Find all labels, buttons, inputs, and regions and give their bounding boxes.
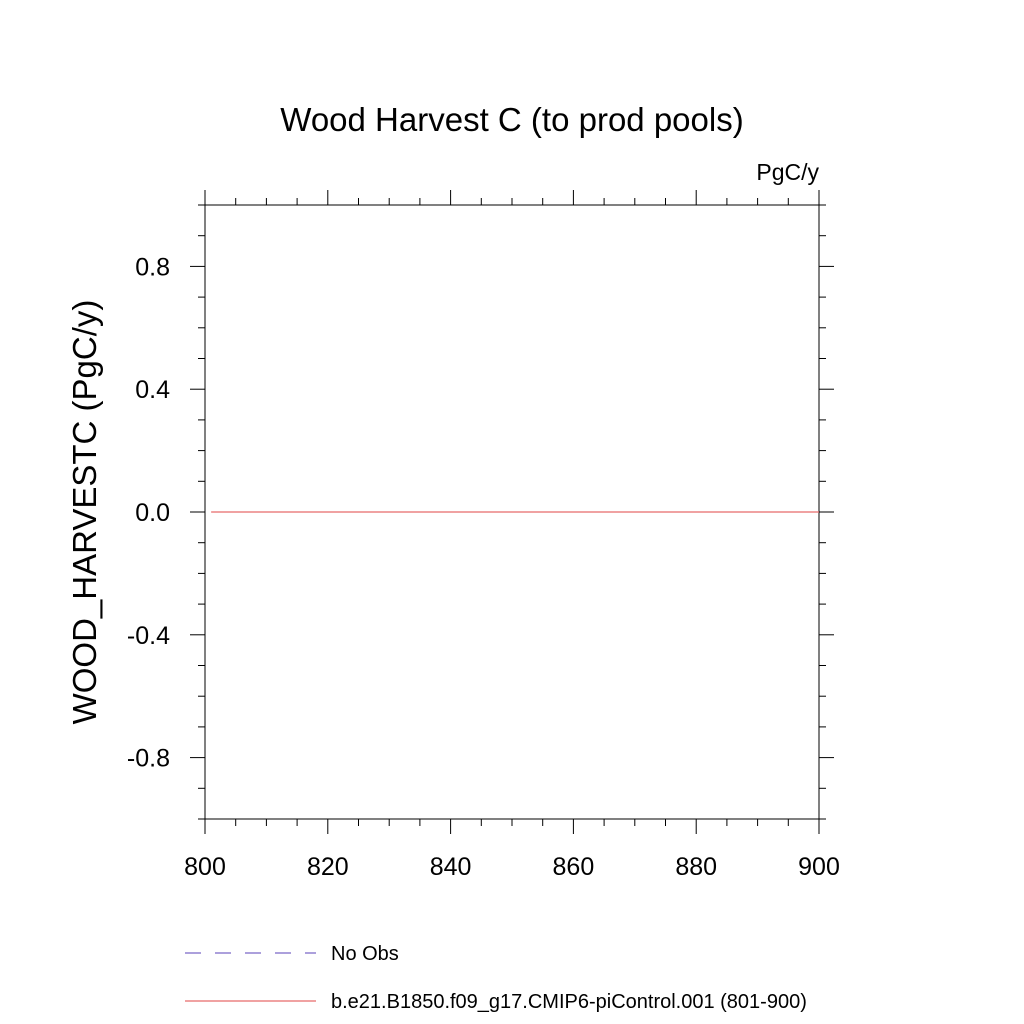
x-tick-label: 900 <box>798 853 840 881</box>
x-tick-label: 840 <box>430 853 472 881</box>
y-tick-label: -0.8 <box>127 745 170 773</box>
y-tick-label: 0.0 <box>135 499 170 527</box>
legend-label-0: No Obs <box>331 943 399 965</box>
y-axis-label: WOOD_HARVESTC (PgC/y) <box>66 300 103 725</box>
chart-title: Wood Harvest C (to prod pools) <box>280 101 743 138</box>
legend-label-1: b.e21.B1850.f09_g17.CMIP6-piControl.001 … <box>331 991 807 1013</box>
x-tick-label: 820 <box>307 853 349 881</box>
units-label: PgC/y <box>756 159 819 185</box>
y-tick-label: 0.4 <box>135 376 170 404</box>
y-tick-label: 0.8 <box>135 253 170 281</box>
x-tick-label: 880 <box>675 853 717 881</box>
x-tick-label: 860 <box>553 853 595 881</box>
y-tick-label: -0.4 <box>127 622 170 650</box>
x-tick-label: 800 <box>184 853 226 881</box>
